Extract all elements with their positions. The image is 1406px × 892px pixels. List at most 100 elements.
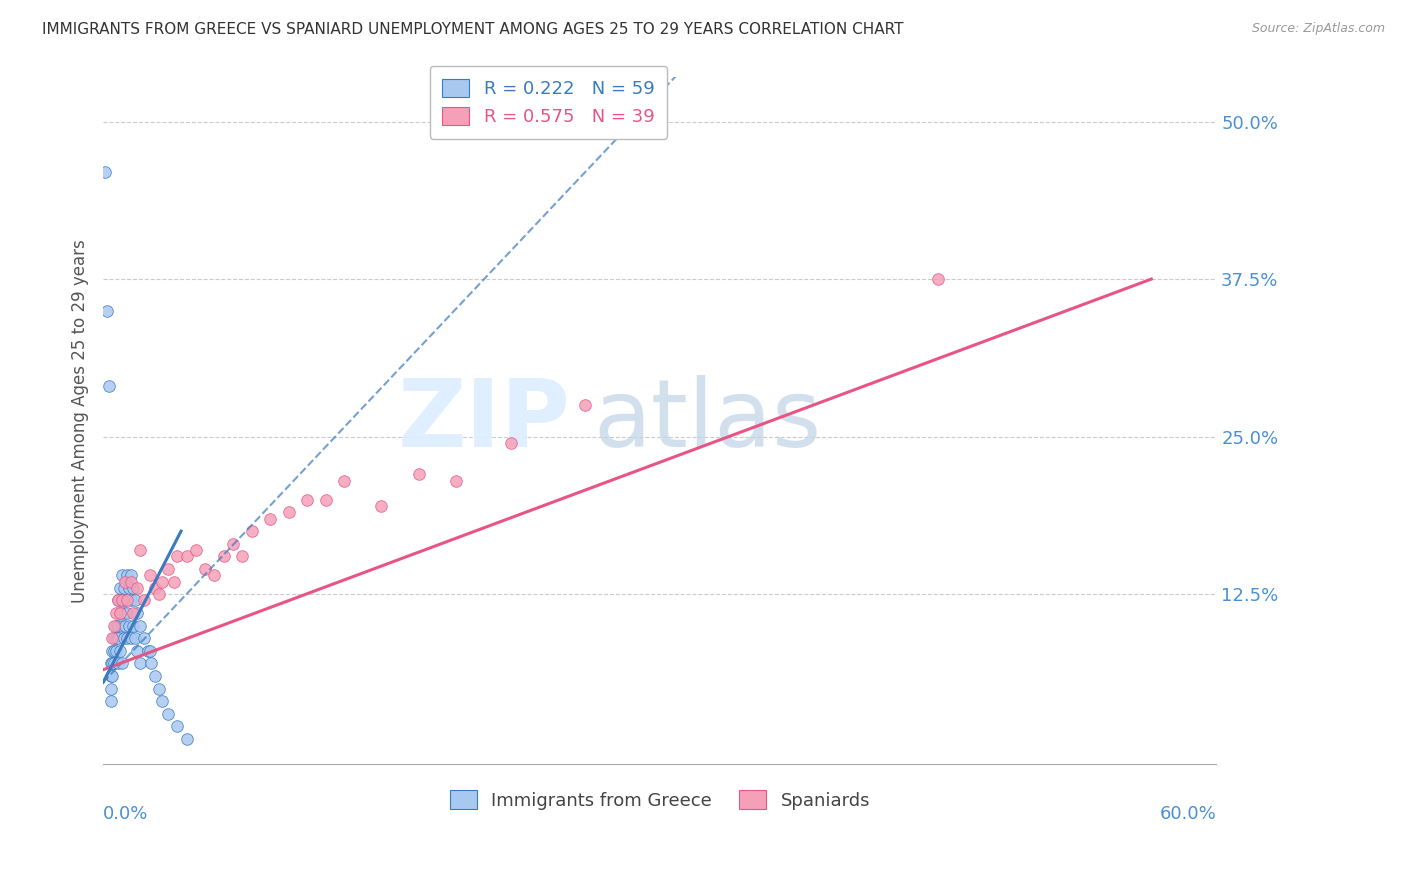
Point xyxy=(408,467,430,482)
Point xyxy=(231,549,253,564)
Point xyxy=(105,632,128,646)
Point xyxy=(108,581,131,595)
Point xyxy=(184,543,207,558)
Point xyxy=(111,618,134,632)
Point xyxy=(108,644,131,658)
Point xyxy=(94,165,117,179)
Point xyxy=(117,593,139,607)
Point xyxy=(259,511,281,525)
Point xyxy=(574,398,596,412)
Point xyxy=(121,606,143,620)
Point xyxy=(444,474,467,488)
Point xyxy=(103,644,125,658)
Point xyxy=(129,543,152,558)
Text: atlas: atlas xyxy=(593,375,821,467)
Point xyxy=(222,537,245,551)
Point xyxy=(117,606,139,620)
Point xyxy=(112,632,135,646)
Point xyxy=(141,657,163,671)
Point xyxy=(125,606,148,620)
Point xyxy=(212,549,235,564)
Point xyxy=(148,681,170,696)
Point xyxy=(118,581,141,595)
Point xyxy=(138,644,160,658)
Point xyxy=(121,581,143,595)
Y-axis label: Unemployment Among Ages 25 to 29 years: Unemployment Among Ages 25 to 29 years xyxy=(72,239,89,603)
Text: 0.0%: 0.0% xyxy=(103,805,149,823)
Point xyxy=(117,632,139,646)
Text: ZIP: ZIP xyxy=(398,375,571,467)
Point xyxy=(112,581,135,595)
Text: IMMIGRANTS FROM GREECE VS SPANIARD UNEMPLOYMENT AMONG AGES 25 TO 29 YEARS CORREL: IMMIGRANTS FROM GREECE VS SPANIARD UNEMP… xyxy=(42,22,904,37)
Point xyxy=(124,632,146,646)
Point xyxy=(121,618,143,632)
Point xyxy=(194,562,217,576)
Point xyxy=(277,505,299,519)
Point xyxy=(105,606,128,620)
Point xyxy=(101,657,124,671)
Point xyxy=(100,669,122,683)
Point xyxy=(108,606,131,620)
Point xyxy=(240,524,263,538)
Point xyxy=(132,632,155,646)
Point xyxy=(112,606,135,620)
Point xyxy=(176,732,198,747)
Point xyxy=(100,681,122,696)
Point xyxy=(166,719,188,733)
Legend: Immigrants from Greece, Spaniards: Immigrants from Greece, Spaniards xyxy=(443,783,877,817)
Point xyxy=(152,694,174,708)
Point xyxy=(370,499,392,513)
Point xyxy=(157,706,180,721)
Point xyxy=(103,618,125,632)
Point xyxy=(111,593,134,607)
Point xyxy=(114,618,136,632)
Point xyxy=(114,574,136,589)
Point xyxy=(101,644,124,658)
Point xyxy=(117,568,139,582)
Point xyxy=(120,632,142,646)
Text: Source: ZipAtlas.com: Source: ZipAtlas.com xyxy=(1251,22,1385,36)
Point xyxy=(143,581,166,595)
Point xyxy=(204,568,226,582)
Point xyxy=(103,657,125,671)
Point xyxy=(107,657,129,671)
Point xyxy=(100,657,122,671)
Point xyxy=(124,593,146,607)
Point xyxy=(105,644,128,658)
Point xyxy=(132,593,155,607)
Point xyxy=(157,562,180,576)
Point xyxy=(103,632,125,646)
Point xyxy=(96,303,118,318)
Point xyxy=(97,379,120,393)
Point xyxy=(108,606,131,620)
Point xyxy=(315,492,337,507)
Point xyxy=(105,618,128,632)
Point xyxy=(333,474,356,488)
Point xyxy=(148,587,170,601)
Point xyxy=(129,618,152,632)
Point xyxy=(101,669,124,683)
Point xyxy=(138,568,160,582)
Point xyxy=(120,568,142,582)
Point xyxy=(176,549,198,564)
Point xyxy=(295,492,318,507)
Point xyxy=(152,574,174,589)
Point xyxy=(136,644,159,658)
Point xyxy=(114,593,136,607)
Point xyxy=(927,272,949,286)
Point xyxy=(111,568,134,582)
Point xyxy=(120,574,142,589)
Point xyxy=(107,593,129,607)
Point xyxy=(107,632,129,646)
Point xyxy=(129,657,152,671)
Point xyxy=(111,593,134,607)
Point xyxy=(125,581,148,595)
Point xyxy=(120,593,142,607)
Point xyxy=(101,632,124,646)
Point xyxy=(166,549,188,564)
Point xyxy=(125,644,148,658)
Point xyxy=(111,657,134,671)
Point xyxy=(107,618,129,632)
Point xyxy=(100,694,122,708)
Point xyxy=(162,574,184,589)
